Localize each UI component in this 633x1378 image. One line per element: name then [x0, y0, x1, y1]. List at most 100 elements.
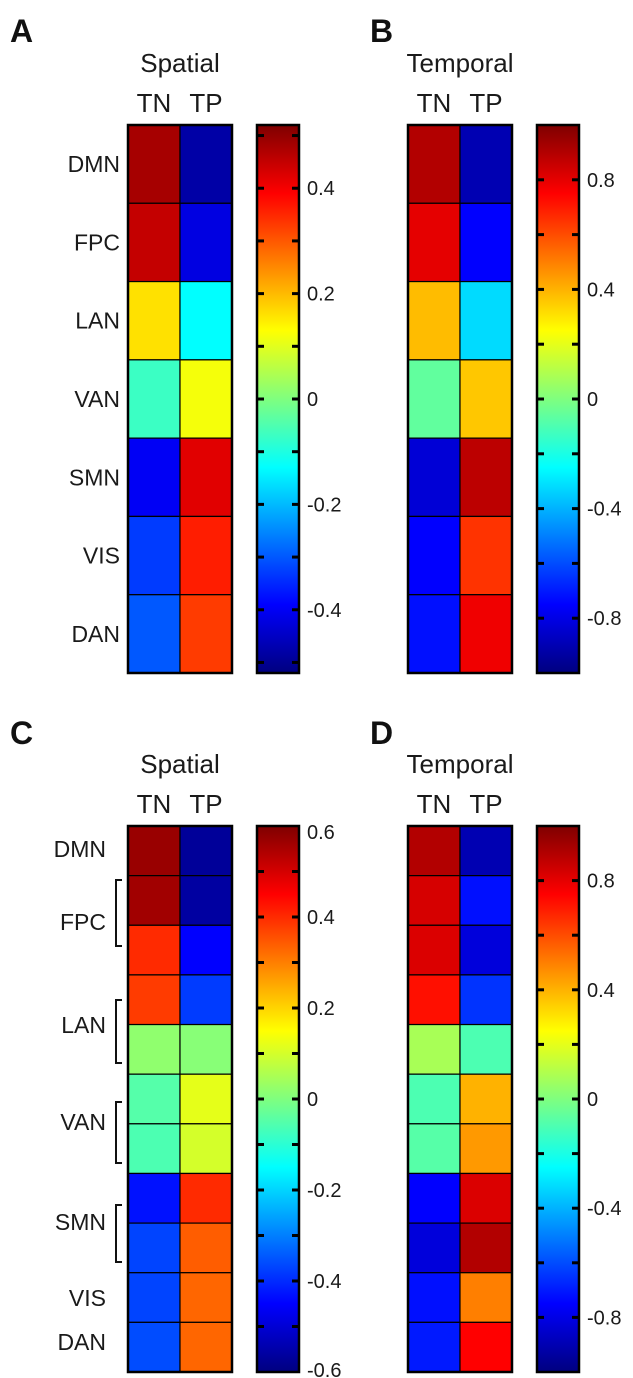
heatmap-cell: [179, 875, 233, 926]
row-label: DAN: [57, 1329, 106, 1355]
heatmap-cell: [459, 1272, 513, 1323]
heatmap-cell: [407, 875, 461, 926]
colorbar-tick-label: -0.8: [587, 608, 621, 630]
colorbar-tick-label: 0.2: [307, 998, 335, 1020]
panel-title: Spatial: [140, 749, 220, 779]
column-header: TP: [189, 789, 222, 819]
panel-letter: D: [370, 715, 393, 751]
row-label: DMN: [54, 836, 106, 862]
colorbar-tick-label: -0.4: [307, 1271, 341, 1293]
heatmap-cell: [407, 202, 461, 283]
heatmap-cell: [407, 515, 461, 596]
heatmap-cell: [179, 359, 233, 439]
colorbar-tick-label: -0.2: [307, 494, 341, 516]
heatmap-cell: [407, 1272, 461, 1323]
colorbar-tick-label: -0.2: [307, 1180, 341, 1202]
heatmap-cell: [179, 594, 233, 674]
colorbar-tick-label: 0.4: [307, 907, 335, 929]
heatmap-cell: [127, 202, 181, 283]
heatmap-cell: [127, 280, 181, 361]
heatmap-cell: [179, 1172, 233, 1224]
heatmap-cell: [179, 202, 233, 283]
heatmap-cell: [127, 1023, 181, 1075]
heatmap-cell: [179, 1321, 233, 1373]
heatmap-cell: [459, 974, 513, 1026]
heatmap-cell: [407, 1172, 461, 1224]
heatmap-cell: [127, 1172, 181, 1224]
heatmap-cell: [179, 825, 233, 877]
heatmap-cell: [407, 825, 461, 877]
colorbar-tick-label: -0.6: [307, 1360, 341, 1378]
column-header: TN: [417, 88, 452, 118]
colorbar-tick-label: -0.4: [307, 600, 341, 622]
panel-title: Spatial: [140, 48, 220, 78]
colorbar-tick-label: 0.4: [587, 279, 615, 301]
heatmap-frame: [126, 824, 234, 1374]
row-label: LAN: [75, 308, 120, 334]
heatmap-cell: [127, 1073, 181, 1125]
heatmap-cell: [127, 124, 181, 204]
heatmap-cell: [127, 1123, 181, 1175]
colorbar-tick-label: 0: [587, 1089, 598, 1111]
heatmap-cell: [127, 437, 181, 518]
heatmap-cell: [407, 1321, 461, 1373]
heatmap-cell: [459, 124, 513, 204]
heatmap-cell: [127, 515, 181, 596]
heatmap-frame: [406, 123, 514, 675]
heatmap-cell: [407, 594, 461, 674]
heatmap-cell: [127, 924, 181, 976]
heatmap-frame: [406, 824, 514, 1374]
heatmap-cell: [407, 124, 461, 204]
heatmap-cell: [407, 1222, 461, 1274]
column-header: TN: [137, 789, 172, 819]
column-header: TP: [469, 88, 502, 118]
heatmap-cell: [179, 1272, 233, 1323]
panel-c: C Spatial TN TP DMN FPC LAN VAN SMN VIS DAN 0.6 0.4 0…: [10, 715, 341, 1378]
heatmap-cell: [127, 359, 181, 439]
heatmap-cell: [459, 594, 513, 674]
panel-title: Temporal: [407, 48, 514, 78]
heatmap-cell: [459, 437, 513, 518]
heatmap-cell: [459, 1073, 513, 1125]
colorbar-tick-label: 0.4: [307, 178, 335, 200]
colorbar-tick-label: 0: [307, 389, 318, 411]
heatmap-cell: [179, 515, 233, 596]
colorbar-tick-label: -0.4: [587, 1198, 621, 1220]
colorbar-tick-label: 0: [587, 389, 598, 411]
column-header: TP: [469, 789, 502, 819]
panel-a: A Spatial TN TP DMN FPC LAN VAN SMN VIS DAN 0.4 0.2 0…: [10, 13, 341, 675]
heatmap-cell: [459, 202, 513, 283]
heatmap-cell: [459, 1123, 513, 1175]
heatmap-cell: [459, 1172, 513, 1224]
colorbar-tick-label: 0: [307, 1089, 318, 1111]
group-bracket: [115, 879, 122, 947]
heatmap-cell: [179, 924, 233, 976]
row-label: FPC: [74, 229, 120, 255]
heatmap-cell: [407, 974, 461, 1026]
heatmap-cell: [459, 1222, 513, 1274]
row-label: DMN: [68, 151, 120, 177]
panel-d: D Temporal TN TP 0.8 0.4 0 -0.4 -0.8: [370, 715, 621, 1374]
heatmap-cell: [459, 280, 513, 361]
row-label: SMN: [55, 1209, 106, 1235]
heatmap-cell: [179, 1023, 233, 1075]
heatmap-cell: [407, 437, 461, 518]
heatmap-frame: [126, 123, 234, 675]
group-bracket: [115, 1101, 122, 1164]
colorbar-tick-label: 0.4: [587, 980, 615, 1002]
heatmap-cell: [127, 1222, 181, 1274]
heatmap-cell: [179, 280, 233, 361]
heatmap-cell: [459, 359, 513, 439]
heatmap-cell: [127, 1272, 181, 1323]
heatmap-cell: [459, 825, 513, 877]
heatmap-cell: [459, 1023, 513, 1075]
heatmap-cell: [179, 974, 233, 1026]
heatmap-cell: [407, 1073, 461, 1125]
colorbar-tick-label: -0.4: [587, 499, 621, 521]
heatmap-cell: [459, 924, 513, 976]
row-label: VAN: [60, 1109, 106, 1135]
row-label: VIS: [69, 1285, 106, 1311]
panel-letter: C: [10, 715, 33, 751]
colorbar-tick-label: 0.8: [587, 871, 615, 893]
